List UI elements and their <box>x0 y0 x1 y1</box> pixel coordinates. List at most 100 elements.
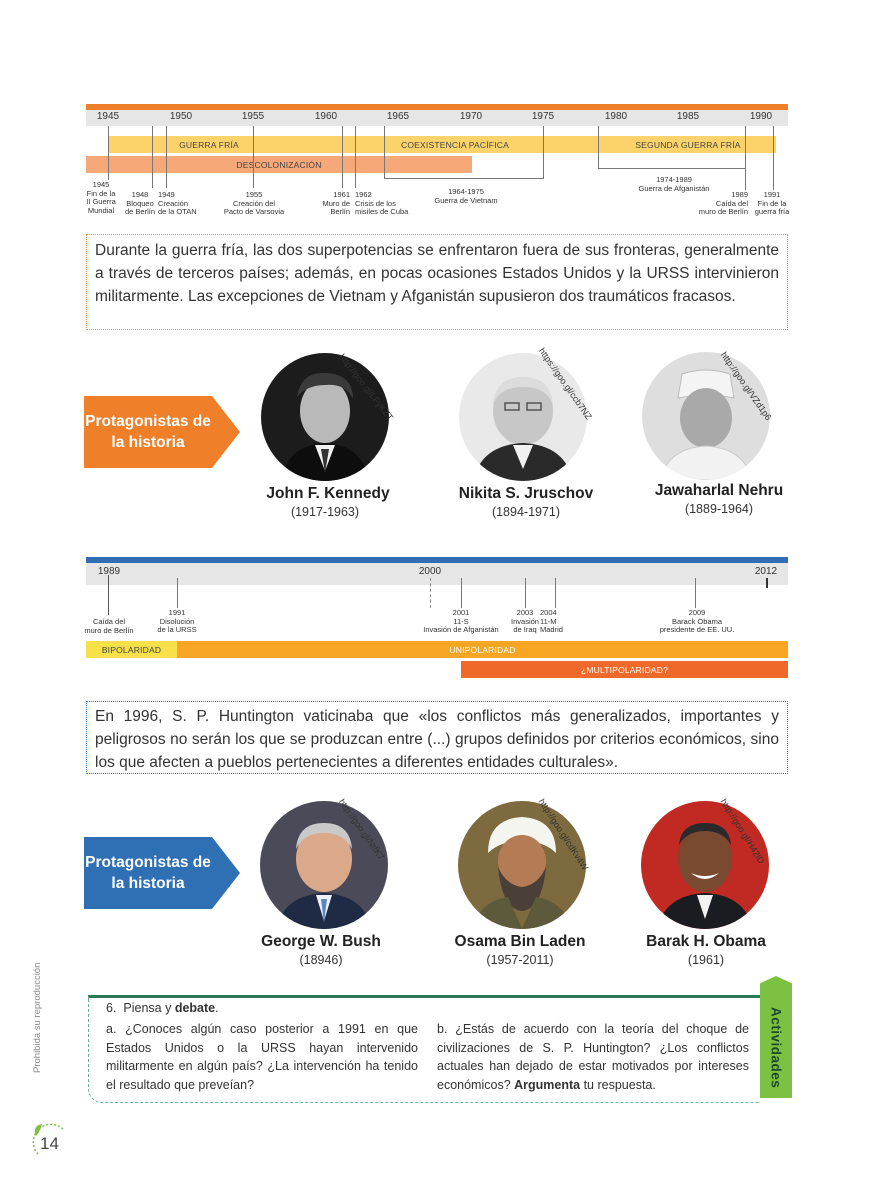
period-coexistencia: COEXISTENCIA PACÍFICA <box>310 136 600 153</box>
activities-box <box>88 995 760 1103</box>
dates-nehru: (1889-1964) <box>684 502 754 516</box>
connector-line <box>543 126 544 179</box>
event-1991-urss: 1991 Disolución de la URSS <box>157 608 197 634</box>
activity-prompt-text: Piensa y <box>123 1001 175 1015</box>
event-1989-berlin: Caída del muro de Berlín <box>84 617 134 635</box>
timeline-2-top-bar <box>86 557 788 563</box>
event-1964: 1964-1975 Guerra de Vietnam <box>434 187 498 205</box>
portrait-nehru <box>642 352 770 480</box>
name-bush: George W. Bush <box>261 933 381 950</box>
year-label: 2012 <box>754 566 778 577</box>
portrait-obama <box>641 801 769 929</box>
copyright-notice: Prohibida su reproducción <box>32 962 43 1073</box>
page-number-text: 14 <box>40 1134 59 1153</box>
portrait-jruschov <box>459 353 587 481</box>
portrait-bin-laden <box>458 801 586 929</box>
period-multipolaridad: ¿MULTIPOLARIDAD? <box>461 661 788 678</box>
year-label: 1985 <box>676 111 700 122</box>
page-number-ornament <box>32 1123 65 1155</box>
year-label: 1960 <box>314 111 338 122</box>
activity-question-a: a. ¿Conoces algún caso posterior a 1991 … <box>106 1022 418 1092</box>
event-1974: 1974-1989 Guerra de Afganistán <box>638 175 710 193</box>
connector-line <box>384 126 385 178</box>
name-nehru: Jawaharlal Nehru <box>654 482 784 499</box>
year-label: 1980 <box>604 111 628 122</box>
connector-line <box>598 126 599 168</box>
event-2001: 2001 11-S Invasión de Afganistán <box>423 608 499 634</box>
activity-prompt: 6. Piensa y debate. <box>106 999 219 1017</box>
dates-obama: (1961) <box>687 953 725 967</box>
year-label: 1955 <box>241 111 265 122</box>
connector-line <box>108 126 109 180</box>
event-1948: 1948 Bloqueo de Berlín <box>124 190 156 216</box>
timeline-1-axis <box>86 110 788 126</box>
event-2004: 2004 11-M Madrid <box>540 608 563 634</box>
event-1962: 1962 Crisis de los misiles de Cuba <box>355 190 409 216</box>
protagonists-tag-arrow <box>212 396 240 468</box>
activity-number: 6. <box>106 1001 117 1015</box>
event-1955: 1955 Creación del Pacto de Varsovia <box>223 190 285 216</box>
year-label: 1970 <box>459 111 483 122</box>
connector-line <box>766 578 768 588</box>
period-guerra-fria: GUERRA FRÍA <box>108 136 310 153</box>
portrait-bush <box>260 801 388 929</box>
connector-line <box>461 578 462 608</box>
year-label: 1989 <box>97 566 121 577</box>
event-1945: 1945 Fin de la II Guerra Mundial <box>86 180 116 215</box>
question-b-end: tu respuesta. <box>580 1077 656 1092</box>
connector-line <box>152 126 153 188</box>
activity-prompt-end: . <box>215 1001 219 1015</box>
year-label: 1965 <box>386 111 410 122</box>
event-2009: 2009 Barack Obama presidente de EE. UU. <box>659 608 735 634</box>
question-b-bold: Argumenta <box>514 1077 581 1092</box>
dates-bin-laden: (1957-2011) <box>486 953 554 967</box>
year-label: 1975 <box>531 111 555 122</box>
period-segunda-guerra-fria: SEGUNDA GUERRA FRÍA <box>600 136 776 153</box>
year-label: 1950 <box>169 111 193 122</box>
connector-line <box>384 178 544 179</box>
protagonists-tag: Protagonistas de la historia <box>84 837 212 909</box>
period-bipolaridad: BIPOLARIDAD <box>86 641 177 658</box>
dates-jruschov: (1894-1971) <box>491 505 561 519</box>
connector-line <box>108 575 109 615</box>
connector-line <box>555 578 556 608</box>
name-obama: Barak H. Obama <box>646 933 766 950</box>
connector-line <box>355 126 356 188</box>
dates-bush: (18946) <box>299 953 343 967</box>
event-1991: 1991 Fin de la guerra fría <box>754 190 790 216</box>
period-unipolaridad: UNIPOLARIDAD <box>177 641 788 658</box>
connector-line <box>342 126 343 188</box>
connector-line <box>773 126 774 190</box>
activities-tab-label: Actividades <box>768 1006 784 1089</box>
year-label: 2000 <box>418 566 442 577</box>
activity-prompt-bold: debate <box>174 1001 216 1015</box>
huntington-quote: En 1996, S. P. Huntington vaticinaba que… <box>86 701 788 774</box>
question-b-text: b. ¿Estás de acuerdo con la teoría del c… <box>437 1022 749 1092</box>
timeline-1-top-bar <box>86 104 788 110</box>
connector-line <box>695 578 696 608</box>
event-1961: 1961 Muro de Berlín <box>322 190 350 216</box>
connector-line <box>166 126 167 188</box>
page-number: 14 <box>32 1123 74 1164</box>
name-bin-laden: Osama Bin Laden <box>454 933 586 950</box>
name-jruschov: Nikita S. Jruschov <box>458 485 594 502</box>
connector-line <box>598 168 745 169</box>
event-1949: 1949 Creación de la OTAN <box>158 190 197 216</box>
connector-line <box>177 578 178 608</box>
name-kennedy: John F. Kennedy <box>266 485 390 502</box>
year-label: 1945 <box>96 111 120 122</box>
event-2003: 2003 Invasión de Iraq <box>511 608 539 634</box>
timeline-2-axis <box>86 563 788 585</box>
protagonists-tag-arrow <box>212 837 240 909</box>
protagonists-tag: Protagonistas de la historia <box>84 396 212 468</box>
connector-line <box>745 126 746 190</box>
dates-kennedy: (1917-1963) <box>290 505 360 519</box>
activity-question-b: b. ¿Estás de acuerdo con la teoría del c… <box>437 1020 749 1094</box>
activities-tab <box>760 976 792 1098</box>
period-descolonizacion: DESCOLONIZACIÓN <box>86 156 472 173</box>
connector-line <box>253 126 254 188</box>
connector-line <box>430 578 432 608</box>
event-1989: 1989 Caída del muro de Berlín <box>698 190 748 216</box>
year-label: 1990 <box>749 111 773 122</box>
intro-paragraph: Durante la guerra fría, las dos superpot… <box>86 234 788 330</box>
